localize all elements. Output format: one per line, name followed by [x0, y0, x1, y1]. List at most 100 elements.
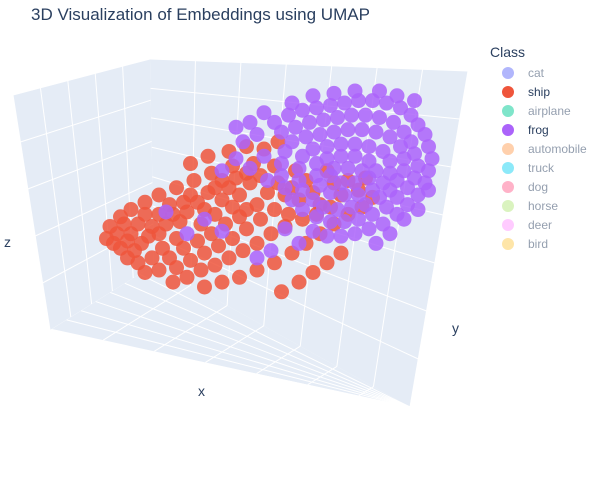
ship-point — [99, 231, 114, 247]
frog-point — [277, 221, 293, 237]
frog-point — [393, 139, 408, 155]
ship-point — [214, 274, 230, 290]
frog-point — [333, 148, 349, 164]
z-axis-title: z — [4, 234, 11, 250]
legend-item-frog[interactable]: frog — [490, 120, 587, 139]
frog-point — [417, 127, 433, 142]
legend-label: cat — [528, 65, 545, 80]
y-axis-title: y — [452, 320, 459, 336]
floor-gridline — [110, 291, 411, 408]
frog-point — [214, 163, 230, 179]
legend: Class cat ship airplane frog automobile truck… — [490, 44, 587, 253]
ship-point — [123, 202, 139, 218]
frog-point — [337, 187, 352, 203]
legend-marker-icon — [502, 180, 514, 193]
legend-item-ship[interactable]: ship — [490, 82, 587, 101]
ship-point — [211, 238, 226, 254]
frog-point — [274, 124, 289, 140]
legend-item-automobile[interactable]: automobile — [490, 139, 587, 158]
ship-point — [221, 250, 237, 266]
ship-point — [305, 264, 321, 280]
frog-point — [337, 214, 352, 230]
legend-label: horse — [528, 198, 559, 213]
cube-edge — [12, 58, 151, 96]
frog-point — [323, 214, 338, 230]
frog-point — [372, 83, 387, 99]
chart-title: 3D Visualization of Embeddings using UMA… — [31, 5, 370, 24]
frog-point — [396, 211, 412, 227]
frog-point — [382, 153, 398, 169]
frog-point — [274, 156, 289, 172]
frog-point — [410, 158, 426, 174]
back-wall-gridline — [190, 60, 196, 286]
frog-point — [410, 202, 426, 218]
legend-label: frog — [528, 122, 549, 137]
frog-point — [351, 211, 366, 227]
frog-point — [421, 139, 436, 155]
data-points — [99, 83, 440, 300]
frog-point — [260, 172, 275, 188]
frog-point — [361, 221, 377, 237]
legend-marker-icon — [502, 218, 514, 231]
legend-item-airplane[interactable]: airplane — [490, 101, 587, 120]
cube-edge — [49, 329, 411, 408]
frog-point — [263, 243, 279, 259]
ship-point — [165, 274, 181, 290]
left-wall-gridline — [39, 87, 72, 318]
x-axis-title: x — [198, 383, 205, 399]
frog-point — [407, 93, 422, 109]
legend-label: ship — [528, 84, 551, 99]
frog-point — [372, 110, 387, 126]
frog-point — [284, 134, 300, 150]
floor-gridline — [154, 305, 228, 352]
legend-item-dog[interactable]: dog — [490, 177, 587, 196]
ship-point — [183, 156, 198, 172]
frog-point — [400, 180, 415, 196]
frog-point — [158, 204, 174, 220]
frog-point — [333, 175, 349, 191]
legend-item-truck[interactable]: truck — [490, 158, 587, 177]
frog-point — [309, 168, 324, 184]
frog-point — [323, 185, 338, 201]
frog-point — [386, 114, 401, 130]
legend-label: deer — [528, 217, 553, 232]
frog-point — [197, 211, 212, 227]
legend-title: Class — [490, 44, 526, 60]
legend-item-bird[interactable]: bird — [490, 234, 587, 253]
ship-point — [207, 257, 223, 273]
frog-point — [337, 95, 352, 111]
frog-point — [305, 192, 321, 208]
frog-point — [302, 114, 317, 130]
floor — [52, 265, 410, 407]
legend-item-horse[interactable]: horse — [490, 196, 587, 215]
frog-point — [295, 202, 310, 218]
frog-point — [382, 129, 398, 145]
left-wall — [13, 59, 154, 330]
left-wall-gridline — [20, 99, 151, 143]
frog-point — [305, 141, 321, 157]
frog-point — [379, 95, 394, 111]
frog-point — [305, 88, 321, 104]
frog-point — [228, 151, 244, 167]
ship-point — [190, 233, 205, 249]
ship-point — [137, 206, 153, 222]
frog-point — [316, 112, 331, 128]
legend-marker-icon — [502, 199, 514, 212]
frog-point — [249, 250, 265, 266]
ship-point — [249, 235, 265, 251]
ship-point — [193, 262, 209, 278]
ship-point — [274, 284, 289, 300]
frog-point — [277, 180, 293, 196]
frog-point — [323, 97, 338, 113]
ship-point — [267, 202, 282, 218]
frog-point — [235, 134, 251, 150]
frog-point — [298, 129, 314, 145]
legend-item-deer[interactable]: deer — [490, 215, 587, 234]
frog-point — [347, 175, 363, 191]
legend-item-cat[interactable]: cat — [490, 63, 587, 82]
ship-point — [239, 221, 254, 237]
ship-point — [200, 148, 216, 164]
legend-marker-icon — [502, 142, 514, 155]
ship-point — [102, 218, 118, 234]
